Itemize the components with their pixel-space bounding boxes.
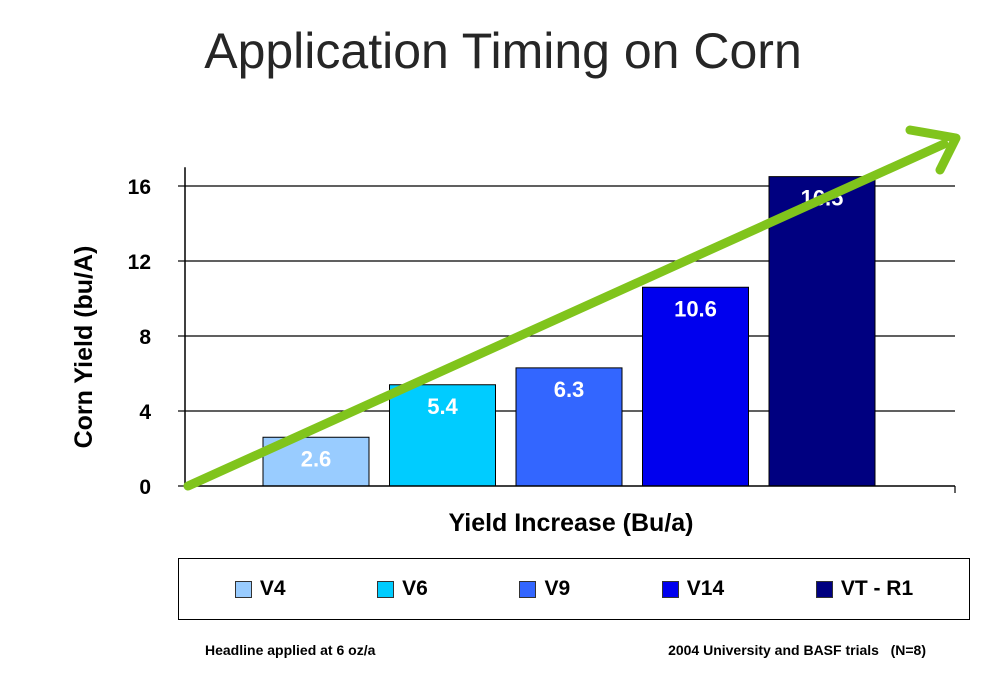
legend-label: V9 bbox=[544, 577, 571, 600]
x-axis-title: Yield Increase (Bu/a) bbox=[449, 509, 694, 537]
bar-value-label: 6.3 bbox=[554, 377, 585, 402]
bar-value-label: 10.6 bbox=[674, 296, 717, 321]
bar-v9 bbox=[515, 367, 623, 487]
trend-arrow bbox=[183, 125, 961, 491]
legend-label: VT - R1 bbox=[840, 577, 914, 600]
legend-swatch bbox=[661, 580, 679, 598]
footnote-application-rate: Headline applied at 6 oz/a bbox=[205, 642, 376, 658]
axes bbox=[184, 167, 956, 493]
legend-item: V4 bbox=[234, 577, 286, 601]
legend-label: V4 bbox=[259, 577, 286, 600]
legend-swatch bbox=[234, 580, 252, 598]
y-tick-label: 12 bbox=[128, 251, 151, 274]
legend-label: V14 bbox=[686, 577, 725, 600]
bar-v14 bbox=[642, 286, 749, 487]
bar-value-label: 2.6 bbox=[301, 446, 332, 471]
y-tick-labels: 0 4 8 12 16 bbox=[128, 176, 185, 499]
legend-item: V9 bbox=[519, 577, 570, 601]
legend-item: V14 bbox=[661, 577, 725, 601]
legend: V4 V6 V9 V14 VT - R1 bbox=[178, 558, 970, 620]
bar-v6 bbox=[389, 384, 496, 487]
footnote-trial-source: 2004 University and BASF trials (N=8) bbox=[668, 642, 926, 658]
y-tick-label: 16 bbox=[128, 176, 151, 199]
chart-title: Application Timing on Corn bbox=[204, 23, 802, 79]
y-tick-label: 8 bbox=[139, 326, 151, 349]
trend-arrow-shaft bbox=[183, 139, 949, 491]
y-tick-label: 4 bbox=[139, 401, 151, 424]
y-axis-title: Corn Yield (bu/A) bbox=[70, 246, 98, 449]
legend-item: VT - R1 bbox=[815, 577, 914, 601]
legend-swatch bbox=[519, 580, 537, 598]
legend-swatch bbox=[815, 580, 833, 598]
trend-arrow-head bbox=[905, 125, 961, 175]
legend-item: V6 bbox=[377, 577, 428, 601]
bar-vt-r1 bbox=[768, 176, 876, 487]
legend-swatch bbox=[377, 580, 395, 598]
bars bbox=[262, 176, 876, 487]
bar-value-label: 5.4 bbox=[427, 394, 458, 419]
y-tick-label: 0 bbox=[139, 476, 151, 499]
legend-label: V6 bbox=[402, 577, 428, 600]
